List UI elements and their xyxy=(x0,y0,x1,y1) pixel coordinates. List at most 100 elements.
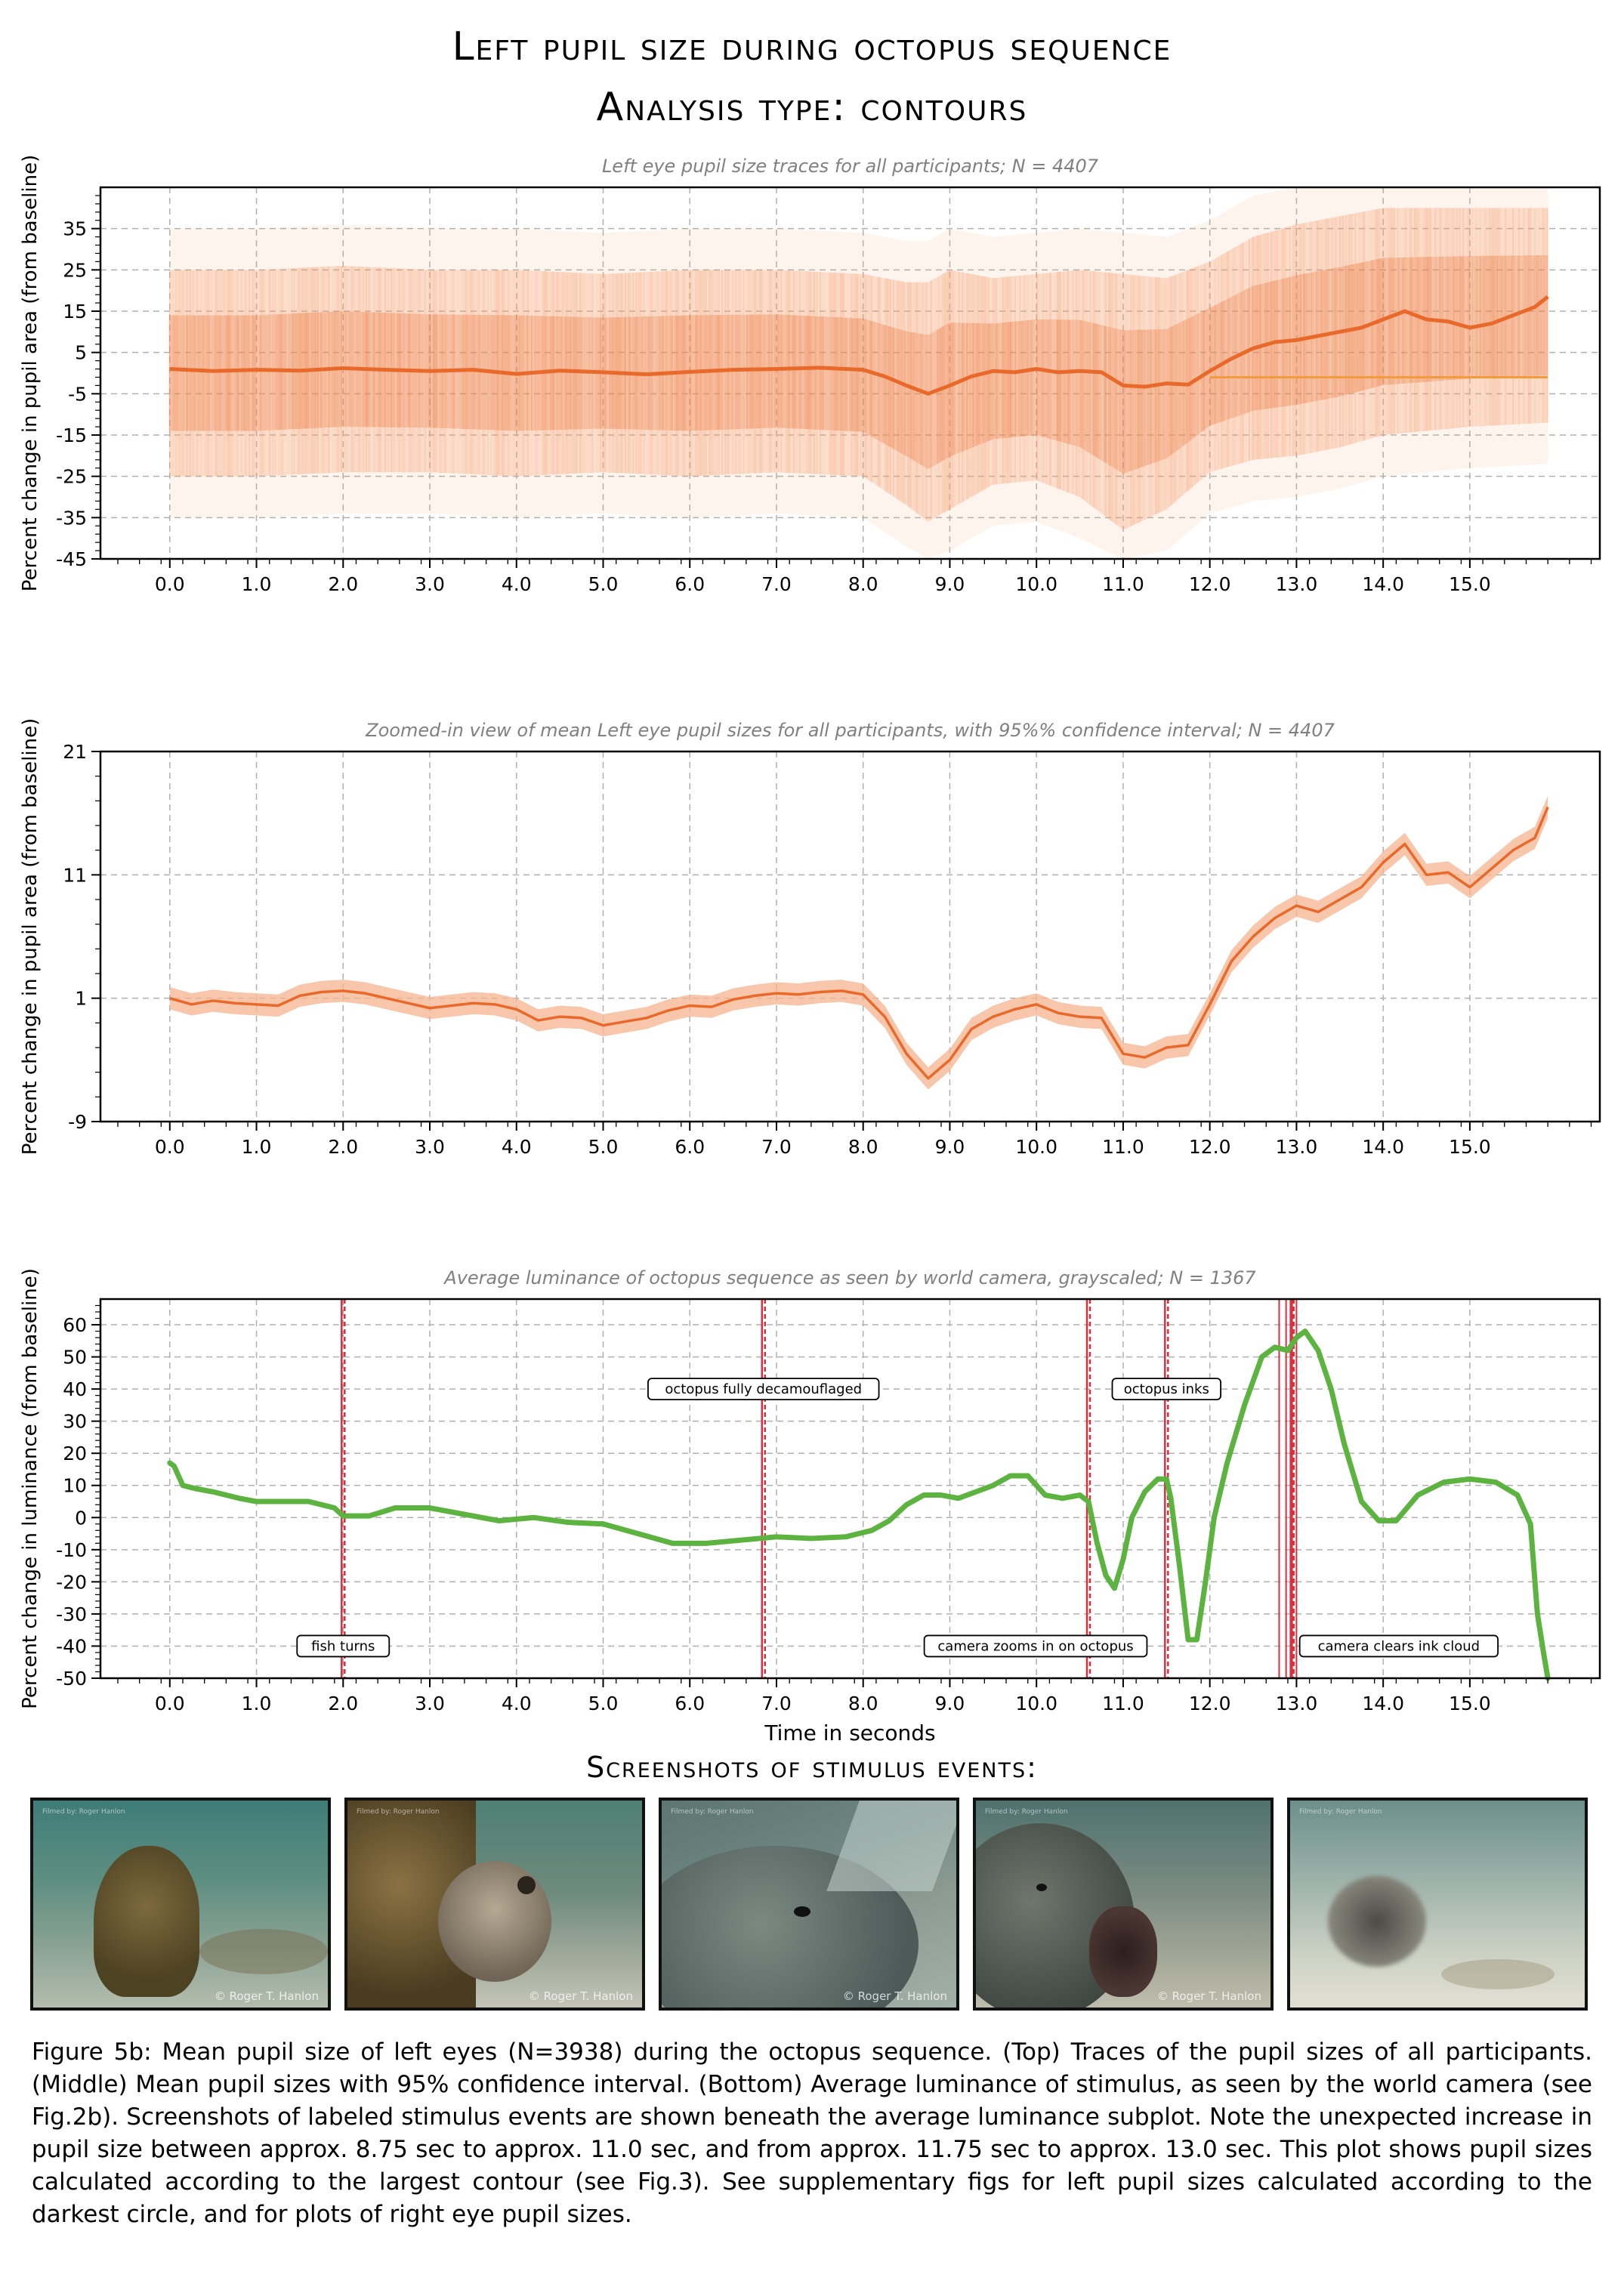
x-tick-label: 6.0 xyxy=(675,1136,705,1158)
y-axis-label: Percent change in luminance (from baseli… xyxy=(19,1268,42,1709)
event-label-box xyxy=(923,1634,1148,1658)
luminance-chart: fish turns octopus fully decamouflaged cam… xyxy=(19,1267,1601,1745)
chart-title: Left eye pupil size traces for all parti… xyxy=(602,156,1099,177)
x-tick-label: 4.0 xyxy=(502,1136,532,1158)
x-tick-label: 5.0 xyxy=(588,1693,619,1714)
figure-caption: Figure 5b: Mean pupil size of left eyes … xyxy=(32,2038,1592,2228)
x-tick-label: 8.0 xyxy=(848,1136,878,1158)
x-tick-label: 12.0 xyxy=(1189,1136,1231,1158)
screenshot-octopus-decamouflaged: Filmed by: Roger Hanlon © Roger T. Hanlo… xyxy=(344,1798,645,2011)
x-tick-label: 12.0 xyxy=(1189,1693,1231,1714)
plot-frame xyxy=(99,186,1601,560)
x-tick-label: 4.0 xyxy=(502,1693,532,1714)
x-tick-label: 6.0 xyxy=(675,573,705,595)
y-tick-label: -40 xyxy=(56,1635,87,1657)
y-tick-label: 35 xyxy=(63,218,87,240)
x-tick-label: 9.0 xyxy=(935,1693,965,1714)
screenshot-camera-zooms: Filmed by: Roger Hanlon © Roger T. Hanlo… xyxy=(659,1798,959,2011)
screenshot-octopus-inks: Filmed by: Roger Hanlon © Roger T. Hanlo… xyxy=(973,1798,1274,2011)
x-tick-label: 3.0 xyxy=(415,1136,445,1158)
x-tick-label: 10.0 xyxy=(1015,573,1057,595)
y-tick-label: -25 xyxy=(56,466,87,488)
y-tick-label: -50 xyxy=(56,1668,87,1690)
x-tick-label: 12.0 xyxy=(1189,573,1231,595)
y-tick-label: -10 xyxy=(56,1539,87,1561)
x-tick-label: 0.0 xyxy=(155,573,185,595)
luminance-line xyxy=(167,1329,1551,1681)
y-tick-label: -35 xyxy=(56,507,87,529)
y-tick-label: -30 xyxy=(56,1603,87,1625)
x-tick-label: 8.0 xyxy=(848,573,878,595)
y-axis-label: Percent change in pupil area (from basel… xyxy=(19,718,42,1155)
x-tick-label: 10.0 xyxy=(1015,1693,1057,1714)
mean-line xyxy=(169,295,1549,396)
x-tick-label: 6.0 xyxy=(675,1693,705,1714)
x-tick-label: 11.0 xyxy=(1102,1136,1144,1158)
y-tick-label: -9 xyxy=(68,1111,87,1133)
screenshot-ink-cloud-clears: Filmed by: Roger Hanlon xyxy=(1287,1798,1588,2011)
screenshots-title: Screenshots of stimulus events: xyxy=(586,1751,1038,1784)
screenshot-fish-turns: Filmed by: Roger Hanlon © Roger T. Hanlo… xyxy=(30,1798,331,2011)
y-tick-label: 60 xyxy=(63,1314,87,1336)
event-label-box xyxy=(647,1378,880,1401)
confidence-band xyxy=(169,795,1548,1090)
chart-title: Zoomed-in view of mean Left eye pupil si… xyxy=(365,720,1335,741)
y-tick-label: -5 xyxy=(68,383,87,405)
plot-frame xyxy=(99,750,1601,1123)
x-tick-label: 5.0 xyxy=(588,573,619,595)
y-tick-label: 20 xyxy=(63,1443,87,1464)
y-axis-label: Percent change in pupil area (from basel… xyxy=(19,155,42,591)
event-label-box xyxy=(296,1634,391,1658)
screenshot-watermark: © Roger T. Hanlon xyxy=(842,1989,947,2003)
x-tick-label: 14.0 xyxy=(1362,573,1404,595)
y-tick-label: -15 xyxy=(56,424,87,446)
x-tick-label: 2.0 xyxy=(328,573,358,595)
y-tick-label: -45 xyxy=(56,548,87,570)
x-tick-label: 11.0 xyxy=(1102,573,1144,595)
x-tick-label: 7.0 xyxy=(761,1693,792,1714)
x-tick-label: 7.0 xyxy=(761,1136,792,1158)
x-tick-label: 14.0 xyxy=(1362,1693,1404,1714)
y-tick-label: 30 xyxy=(63,1411,87,1433)
event-label: octopus fully decamouflaged xyxy=(665,1381,862,1397)
y-tick-label: -20 xyxy=(56,1571,87,1593)
x-tick-label: 14.0 xyxy=(1362,1136,1404,1158)
screenshot-small-text: Filmed by: Roger Hanlon xyxy=(357,1808,440,1816)
event-label: camera zooms in on octopus xyxy=(937,1638,1133,1654)
y-tick-label: 21 xyxy=(63,741,87,763)
x-tick-label: 11.0 xyxy=(1102,1693,1144,1714)
screenshot-watermark: © Roger T. Hanlon xyxy=(214,1989,319,2003)
y-tick-label: 15 xyxy=(63,301,87,323)
x-tick-label: 4.0 xyxy=(502,573,532,595)
y-tick-label: 5 xyxy=(75,342,87,364)
screenshot-watermark: © Roger T. Hanlon xyxy=(528,1989,633,2003)
x-tick-label: 3.0 xyxy=(415,1693,445,1714)
event-label: octopus inks xyxy=(1124,1381,1209,1397)
chart-title: Average luminance of octopus sequence as… xyxy=(443,1267,1256,1288)
screenshot-small-text: Filmed by: Roger Hanlon xyxy=(42,1808,125,1816)
x-tick-label: 1.0 xyxy=(242,1693,272,1714)
main-title-line1: Left pupil size during octopus sequence xyxy=(452,24,1172,69)
pupil-traces-chart: 0.0 1.0 2.0 3.0 4.0 5.0 6.0 7.0 8.0 9.0 10.0 11.0 12… xyxy=(19,155,1601,595)
y-tick-label: 10 xyxy=(63,1475,87,1497)
main-title-line2: Analysis type: contours xyxy=(596,85,1028,130)
event-label: camera clears ink cloud xyxy=(1318,1638,1480,1654)
y-tick-label: 1 xyxy=(75,988,87,1010)
event-label-box xyxy=(1111,1378,1222,1401)
screenshot-small-text: Filmed by: Roger Hanlon xyxy=(671,1808,754,1816)
x-tick-label: 13.0 xyxy=(1276,1693,1318,1714)
y-tick-label: 11 xyxy=(63,864,87,886)
x-tick-label: 8.0 xyxy=(848,1693,878,1714)
mean-pupil-ci-chart: 0.0 1.0 2.0 3.0 4.0 5.0 6.0 7.0 8.0 9.0 10.0 11.0 12… xyxy=(19,718,1601,1158)
x-tick-label: 1.0 xyxy=(242,1136,272,1158)
screenshot-small-text: Filmed by: Roger Hanlon xyxy=(1299,1808,1382,1816)
x-tick-label: 7.0 xyxy=(761,573,792,595)
x-tick-label: 2.0 xyxy=(328,1136,358,1158)
x-tick-label: 13.0 xyxy=(1276,573,1318,595)
y-tick-label: 0 xyxy=(75,1507,87,1529)
x-tick-label: 3.0 xyxy=(415,573,445,595)
y-tick-label: 40 xyxy=(63,1378,87,1400)
x-tick-label: 15.0 xyxy=(1449,1136,1491,1158)
y-tick-label: 50 xyxy=(63,1347,87,1369)
x-tick-label: 0.0 xyxy=(155,1136,185,1158)
